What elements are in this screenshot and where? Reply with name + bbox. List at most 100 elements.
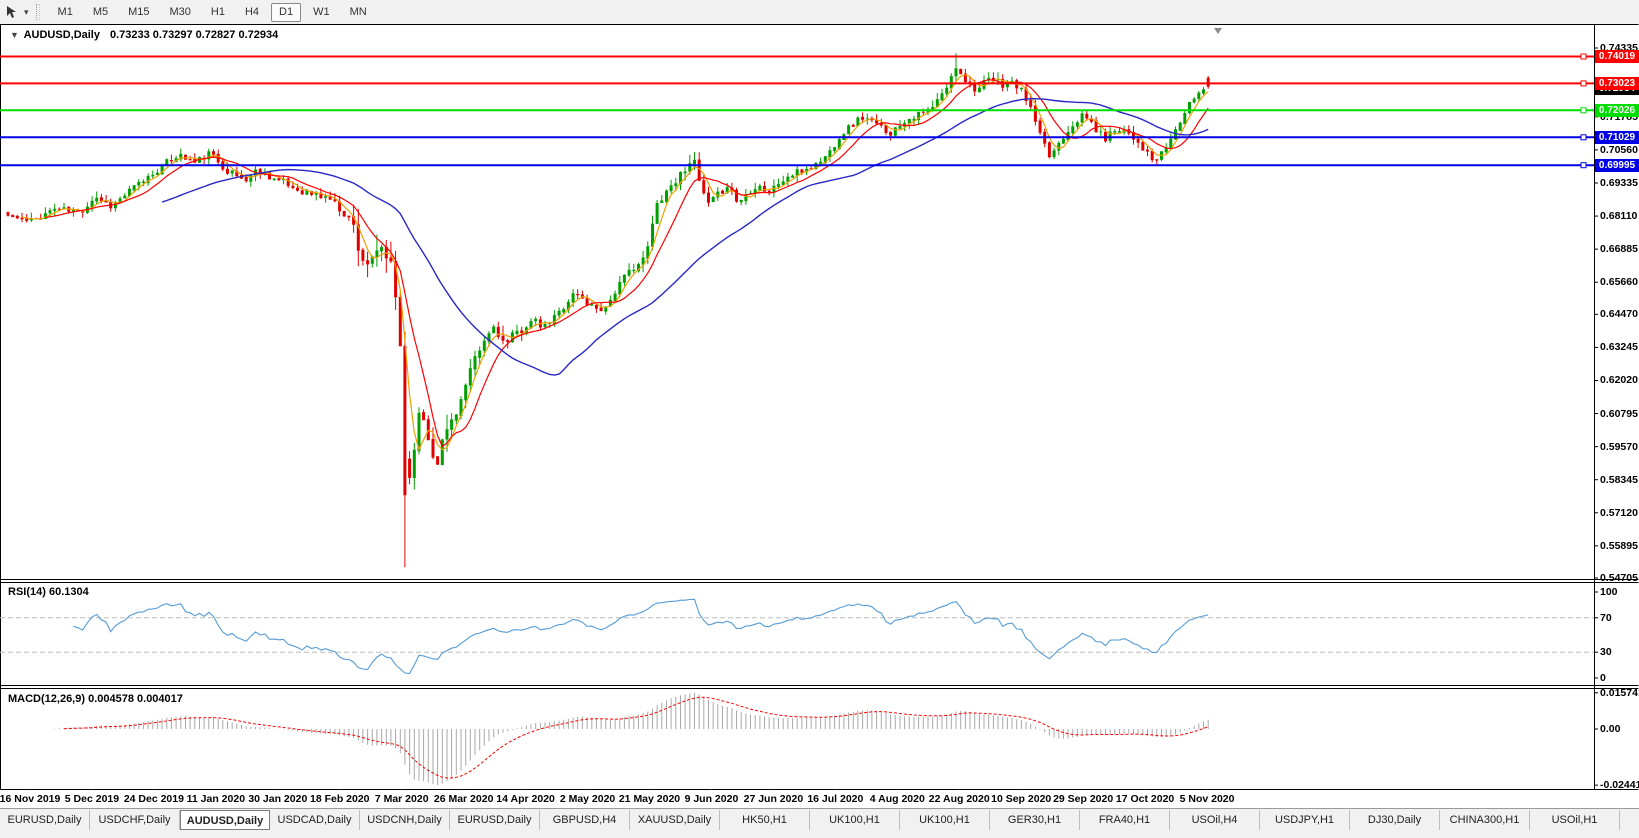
rsi-label: RSI(14) 60.1304 xyxy=(8,586,89,598)
timeframe-button-h1[interactable]: H1 xyxy=(210,5,225,18)
timeframe-button-w1[interactable]: W1 xyxy=(313,5,330,18)
tab-audusd-daily[interactable]: AUDUSD,Daily xyxy=(180,810,270,830)
price-tick-label: 0.63245 xyxy=(1600,341,1638,354)
chart-tab-bar: EURUSD,Daily USDCHF,Daily AUDUSD,Daily USDC… xyxy=(0,808,1639,838)
tool-dropdown-caret-icon[interactable]: ▾ xyxy=(24,6,29,17)
macd-signal-line xyxy=(63,696,1209,779)
date-label: 18 Feb 2020 xyxy=(309,793,370,805)
timeframe-button-mn[interactable]: MN xyxy=(349,5,367,18)
candlestick-series-down xyxy=(6,69,1210,496)
level-price-badge: 0.72026 xyxy=(1595,103,1639,117)
macd-label: MACD(12,26,9) 0.004578 0.004017 xyxy=(8,693,183,705)
timeframe-button-m15[interactable]: M15 xyxy=(128,5,150,18)
candle-wicks-up xyxy=(30,53,1204,490)
rsi-line xyxy=(73,598,1209,674)
tab-ger30-h1[interactable]: GER30,H1 xyxy=(990,810,1080,830)
price-tick-label: 0.66885 xyxy=(1600,243,1638,256)
tab-gbpusd-h4[interactable]: GBPUSD,H4 xyxy=(540,810,630,830)
chart-ohlc: 0.73233 0.73297 0.72827 0.72934 xyxy=(109,29,279,41)
level-price-badge: 0.74019 xyxy=(1595,50,1639,64)
date-label: 29 Sep 2020 xyxy=(1053,793,1114,805)
level-price-badge: 0.73023 xyxy=(1595,76,1639,90)
price-tick-label: 0.59570 xyxy=(1600,440,1638,453)
chart-title: ▼ AUDUSD,Daily 0.73233 0.73297 0.72827 0.… xyxy=(8,29,278,41)
rsi-tick-label: 30 xyxy=(1600,646,1612,659)
price-tick-label: 0.58345 xyxy=(1600,473,1638,486)
tab-xauusd-daily[interactable]: XAUUSD,Daily xyxy=(630,810,720,830)
toolbar-grip[interactable] xyxy=(35,4,40,20)
tab-hk50-h1[interactable]: HK50,H1 xyxy=(720,810,810,830)
timeframe-toolbar: ▾ M1 M5 M15 M30 H1 H4 D1 W1 MN xyxy=(0,0,1639,24)
date-label: 17 Oct 2020 xyxy=(1115,793,1175,805)
timeframe-button-m5[interactable]: M5 xyxy=(92,5,109,18)
date-label: 16 Nov 2019 xyxy=(0,793,61,805)
tab-dj30-daily[interactable]: DJ30,Daily xyxy=(1350,810,1440,830)
date-label: 16 Jul 2020 xyxy=(807,793,864,805)
chart-shift-marker[interactable] xyxy=(1214,28,1222,34)
macd-tick-label: 0.00 xyxy=(1600,723,1621,735)
timeframe-buttons: M1 M5 M15 M30 H1 H4 D1 W1 MN xyxy=(48,2,377,22)
rsi-tick-label: 70 xyxy=(1600,611,1612,624)
timeframe-button-m30[interactable]: M30 xyxy=(169,5,191,18)
date-label: 11 Jan 2020 xyxy=(186,793,246,805)
tab-china300-h1[interactable]: CHINA300,H1 xyxy=(1440,810,1530,830)
date-label: 22 Aug 2020 xyxy=(928,793,990,805)
hline-handle[interactable] xyxy=(1580,80,1587,87)
chart-cursor-icon[interactable] xyxy=(2,3,22,21)
tab-usoil-h1[interactable]: USOil,H1 xyxy=(1530,810,1620,830)
date-label: 14 Apr 2020 xyxy=(496,793,555,805)
hline-handle[interactable] xyxy=(1580,134,1587,141)
timeframe-button-m1[interactable]: M1 xyxy=(57,5,73,18)
price-tick-label: 0.54705 xyxy=(1600,572,1638,584)
date-label: 7 Mar 2020 xyxy=(374,793,429,805)
price-tick-label: 0.60795 xyxy=(1600,407,1638,420)
price-tick-label: 0.64470 xyxy=(1600,308,1638,321)
date-label: 24 Dec 2019 xyxy=(123,793,184,805)
tab-eurusd-daily[interactable]: EURUSD,Daily xyxy=(0,810,90,830)
tab-usoil-h4[interactable]: USOil,H4 xyxy=(1170,810,1260,830)
tab-uk100-h1[interactable]: UK100,H1 xyxy=(900,810,990,830)
date-label: 26 Mar 2020 xyxy=(433,793,494,805)
rsi-tick-label: 100 xyxy=(1600,586,1618,598)
ma-mid-line xyxy=(45,79,1209,448)
date-label: 27 Jun 2020 xyxy=(743,793,804,805)
time-axis[interactable]: 16 Nov 2019 5 Dec 2019 24 Dec 2019 11 Jan 2… xyxy=(0,790,1639,808)
tab-usdjpy-h1[interactable]: USDJPY,H1 xyxy=(1260,810,1350,830)
tab-fra40-h1[interactable]: FRA40,H1 xyxy=(1080,810,1170,830)
price-tick-label: 0.55895 xyxy=(1600,539,1638,552)
tab-eurusd-daily[interactable]: EURUSD,Daily xyxy=(450,810,540,830)
tab-usdcad-daily[interactable]: USDCAD,Daily xyxy=(270,810,360,830)
price-tick-label: 0.69335 xyxy=(1600,176,1638,189)
date-label: 5 Dec 2019 xyxy=(64,793,120,805)
date-label: 30 Jan 2020 xyxy=(248,793,308,805)
ma-fast-line xyxy=(21,74,1209,452)
rsi-tick-label: 0 xyxy=(1600,672,1606,684)
level-price-badge: 0.69995 xyxy=(1595,158,1639,172)
price-tick-label: 0.70560 xyxy=(1600,143,1638,156)
macd-histogram xyxy=(54,692,1209,786)
hline-handle[interactable] xyxy=(1580,162,1587,169)
ma-slow-line xyxy=(161,98,1209,376)
tab-usdcnh-daily[interactable]: USDCNH,Daily xyxy=(360,810,450,830)
price-tick-label: 0.57120 xyxy=(1600,506,1638,519)
timeframe-button-h4[interactable]: H4 xyxy=(244,5,260,18)
candlestick-series-up xyxy=(29,68,1205,478)
macd-tick-label: 0.015741 xyxy=(1600,686,1639,699)
date-label: 10 Sep 2020 xyxy=(991,793,1052,805)
date-label: 2 May 2020 xyxy=(559,793,616,805)
tab-usdchf-daily[interactable]: USDCHF,Daily xyxy=(90,810,180,830)
date-label: 5 Nov 2020 xyxy=(1179,793,1235,805)
date-label: 4 Aug 2020 xyxy=(869,793,925,805)
price-tick-label: 0.65660 xyxy=(1600,276,1638,289)
hline-handle[interactable] xyxy=(1580,107,1587,114)
candle-wicks-down xyxy=(7,68,1209,568)
tab-uk100-h1[interactable]: UK100,H1 xyxy=(810,810,900,830)
date-label: 21 May 2020 xyxy=(618,793,681,805)
hline-handle[interactable] xyxy=(1580,53,1587,60)
price-tick-label: 0.68110 xyxy=(1600,210,1638,223)
level-price-badge: 0.71029 xyxy=(1595,130,1639,144)
timeframe-button-d1[interactable]: D1 xyxy=(271,2,302,22)
chart-collapse-caret-icon[interactable]: ▼ xyxy=(10,30,19,40)
